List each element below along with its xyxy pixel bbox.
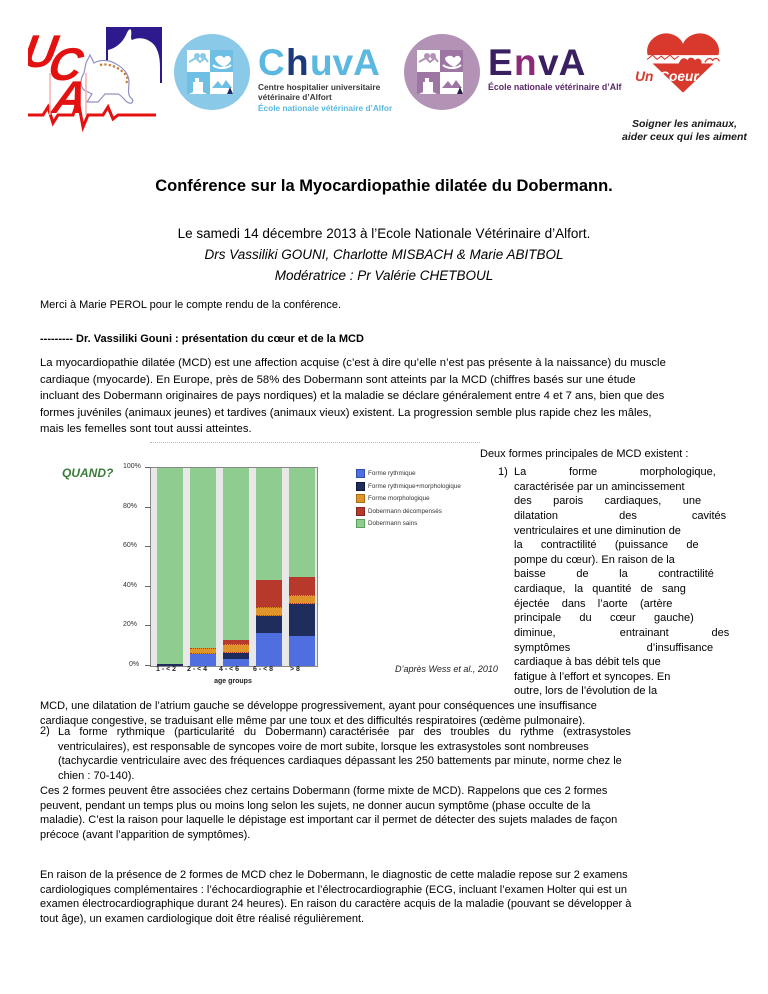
- svg-text:n: n: [514, 42, 537, 83]
- svg-text:École nationale vétérinaire d’: École nationale vétérinaire d’Alfort: [488, 82, 622, 92]
- svg-text:E: E: [488, 42, 513, 83]
- svg-text:Coeur: Coeur: [659, 69, 699, 84]
- svg-text:Un: Un: [635, 69, 653, 84]
- svg-text:h: h: [286, 42, 309, 83]
- svg-text:Centre hospitalier universitai: Centre hospitalier universitaire: [258, 82, 381, 92]
- svg-text:École nationale vétérinaire d’: École nationale vétérinaire d’Alfort: [258, 103, 392, 113]
- svg-text:uvA: uvA: [310, 42, 380, 83]
- svg-text:vétérinaire d’Alfort: vétérinaire d’Alfort: [258, 92, 332, 102]
- svg-text:C: C: [258, 42, 285, 83]
- svg-text:vA: vA: [538, 42, 585, 83]
